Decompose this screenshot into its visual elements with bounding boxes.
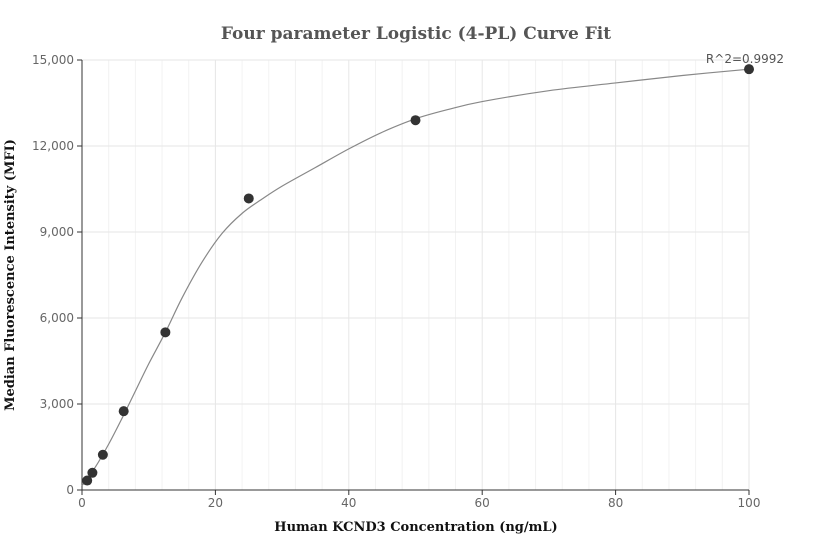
x-axis-label: Human KCND3 Concentration (ng/mL) <box>274 520 557 535</box>
y-tick-label: 9,000 <box>40 225 74 239</box>
x-tick-label: 20 <box>208 496 223 510</box>
y-tick-label: 6,000 <box>40 311 74 325</box>
x-tick-label: 80 <box>608 496 623 510</box>
y-tick-label: 12,000 <box>32 139 74 153</box>
y-tick-label: 3,000 <box>40 397 74 411</box>
y-tick-label: 15,000 <box>32 53 74 67</box>
data-points <box>82 64 754 486</box>
chart-title: Four parameter Logistic (4-PL) Curve Fit <box>221 24 611 44</box>
data-point <box>82 475 93 486</box>
x-tick-label: 60 <box>475 496 490 510</box>
r-squared-annotation: R^2=0.9992 <box>706 52 784 66</box>
x-tick-label: 40 <box>341 496 356 510</box>
axes: 0 20 40 60 80 100 0 3,000 6,000 9,000 12,000 15,000 <box>32 53 760 510</box>
data-point <box>97 449 108 460</box>
grid <box>81 59 750 491</box>
data-point <box>410 115 421 126</box>
data-point <box>744 64 754 75</box>
data-point <box>160 327 171 338</box>
fit-curve-line <box>81 68 750 487</box>
data-point <box>243 193 254 204</box>
x-tick-label: 0 <box>78 496 86 510</box>
data-point <box>118 406 129 417</box>
y-tick-label: 0 <box>66 483 74 497</box>
y-axis-label: Median Fluorescence Intensity (MFI) <box>3 139 18 411</box>
x-tick-label: 100 <box>738 496 761 510</box>
data-point <box>87 467 98 478</box>
